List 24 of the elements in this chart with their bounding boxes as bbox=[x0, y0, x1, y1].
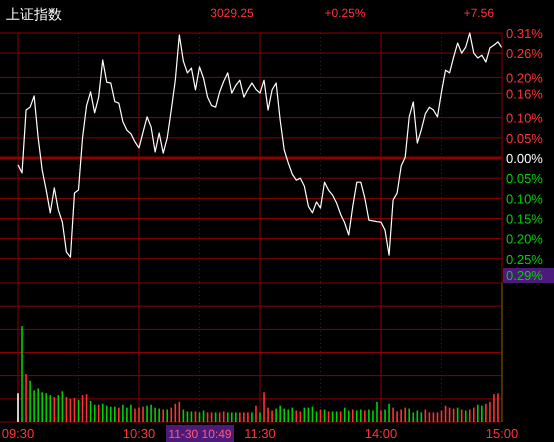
x-tick-label: 14:00 bbox=[364, 426, 398, 441]
x-tick-label: 11:30 bbox=[244, 426, 276, 441]
line-series bbox=[17, 32, 503, 258]
y-tick-label: 0.15% bbox=[506, 211, 544, 226]
y-tick-label: 0.20% bbox=[506, 70, 544, 86]
text: 0.29% bbox=[506, 268, 544, 283]
text: +7.56 bbox=[464, 6, 494, 20]
y-tick-label: 0.25% bbox=[506, 252, 544, 267]
y-tick-label: 0.16% bbox=[506, 86, 544, 102]
y-tick-label: 0.20% bbox=[506, 232, 544, 247]
y-tick-label: 0.00% bbox=[506, 151, 544, 166]
y-tick-label: 0.26% bbox=[506, 46, 544, 62]
chart-title: 上证指数 bbox=[6, 6, 62, 22]
y-tick-label: 0.10% bbox=[506, 191, 544, 206]
x-tick-label: 10:30 bbox=[122, 426, 156, 441]
y-tick-label: 0.05% bbox=[506, 171, 544, 186]
x-tick-label: 09:30 bbox=[2, 426, 34, 441]
text: 3029.25 bbox=[210, 6, 254, 20]
text: 11-30 10:49 bbox=[168, 427, 232, 441]
y-tick-label: 0.05% bbox=[506, 130, 544, 146]
text: +0.25% bbox=[324, 6, 366, 20]
y-tick-label: 0.10% bbox=[506, 110, 544, 126]
x-tick-label: 15:00 bbox=[486, 426, 518, 441]
y-tick-label: 0.31% bbox=[506, 26, 544, 41]
